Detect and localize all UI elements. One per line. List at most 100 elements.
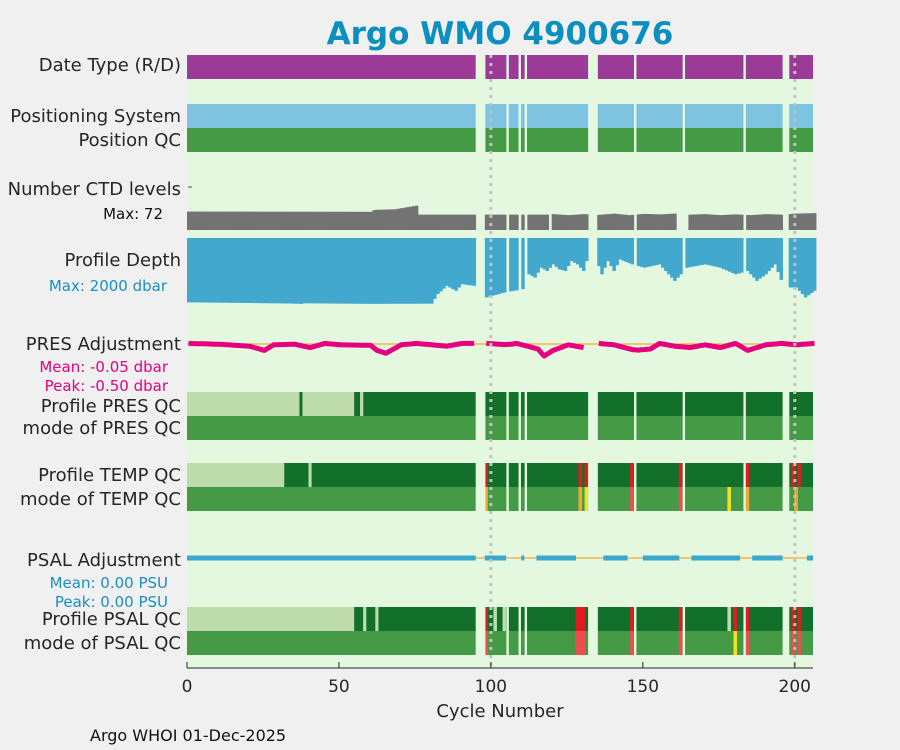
profile-depth-bar — [427, 238, 431, 304]
profile-psal-qc-gap — [475, 607, 480, 631]
profile-depth-bar — [606, 238, 610, 262]
profile-depth-bar — [645, 238, 650, 268]
profile-depth-bar — [554, 238, 559, 267]
ctd-levels-bar — [776, 214, 780, 230]
profile-depth-bar — [773, 238, 777, 265]
mode-temp-qc-gap — [634, 487, 637, 511]
profile-depth-bar — [214, 238, 218, 303]
ctd-levels-bar — [281, 211, 285, 230]
profile-temp-qc-gap — [478, 463, 483, 487]
position-qc-gap — [524, 128, 528, 152]
profile-temp-qc-gap — [785, 463, 790, 487]
profile-depth-bar — [749, 238, 753, 275]
date-type-gap — [524, 55, 528, 79]
mode-psal-qc-flag — [581, 631, 586, 655]
ctd-levels-bar — [560, 214, 565, 230]
profile-temp-qc-gap — [634, 463, 637, 487]
ctd-levels-bar — [320, 211, 325, 230]
ctd-levels-bar — [442, 214, 446, 230]
profile-depth-band — [187, 238, 817, 304]
profile-psal-qc-flag — [733, 607, 738, 631]
profile-depth-bar — [776, 238, 780, 273]
profile-depth-bar — [569, 238, 574, 262]
row-label: mode of PSAL QC — [24, 633, 181, 654]
profile-depth-bar — [627, 238, 632, 264]
profile-depth-bar — [724, 238, 729, 271]
mode-temp-qc-gap — [682, 487, 686, 511]
profile-pres-qc-gap — [591, 392, 595, 416]
profile-depth-bar — [332, 238, 337, 304]
row-label: mode of PRES QC — [23, 418, 181, 439]
profile-depth-bar — [585, 238, 589, 262]
profile-depth-bar — [266, 238, 270, 304]
profile-temp-qc-flag — [797, 463, 801, 487]
mode-psal-qc-gap — [591, 631, 595, 655]
row-annotation: Peak: -0.50 dbar — [45, 377, 169, 395]
profile-depth-bar — [223, 238, 227, 303]
mode-temp-qc-flag — [794, 487, 798, 511]
ctd-levels-bar — [575, 214, 580, 230]
ctd-levels-bar — [420, 214, 425, 230]
mode-psal-qc-flag — [578, 631, 583, 655]
x-tick-label: 200 — [779, 677, 811, 697]
ctd-levels-bar — [229, 211, 233, 230]
ctd-levels-bar — [727, 214, 732, 230]
mode-pres-qc-gap — [743, 416, 746, 440]
profile-depth-bar — [299, 238, 303, 304]
ctd-levels-bar — [654, 214, 659, 230]
ctd-levels-bar — [202, 211, 206, 230]
ctd-levels-bar — [363, 211, 367, 230]
ctd-levels-bar — [335, 211, 340, 230]
row-label-layer: Date Type (R/D) Positioning System Positio… — [8, 55, 192, 654]
mode-temp-qc-gap — [785, 487, 790, 511]
profile-psal-qc-gap — [588, 607, 592, 631]
profile-depth-bar — [545, 238, 550, 271]
ctd-levels-bar — [721, 214, 726, 230]
ctd-levels-bar — [493, 214, 498, 230]
date-type-gap — [785, 55, 790, 79]
mode-psal-qc-gap — [785, 631, 790, 655]
profile-depth-bar — [338, 238, 343, 304]
profile-depth-bar — [712, 238, 717, 267]
ctd-levels-bar — [275, 211, 279, 230]
profile-depth-bar — [393, 238, 398, 304]
ctd-levels-bar — [466, 214, 471, 230]
date-type-band-base — [187, 55, 813, 79]
row-label: PRES Adjustment — [26, 334, 181, 355]
ctd-levels-bar — [572, 214, 577, 230]
ctd-levels-bar — [326, 211, 331, 230]
profile-pres-qc-gap — [682, 392, 686, 416]
ctd-levels-bar — [642, 213, 647, 230]
profile-psal-qc-gap — [481, 607, 486, 631]
profile-depth-bar — [563, 238, 568, 271]
profile-depth-bar — [259, 238, 264, 304]
ctd-levels-bar — [314, 211, 319, 230]
ctd-levels-bar — [250, 211, 255, 230]
ctd-levels-bar — [232, 211, 237, 230]
ctd-levels-bar — [196, 211, 200, 230]
mode-psal-qc-flag — [733, 631, 738, 655]
profile-depth-bar — [730, 238, 735, 273]
ctd-levels-bar — [724, 214, 729, 230]
profile-depth-bar — [366, 238, 370, 304]
positioning-system-gap — [478, 104, 483, 128]
profile-depth-bar — [600, 238, 604, 275]
date-type-gap — [782, 55, 787, 79]
ctd-levels-bar — [244, 211, 249, 230]
ctd-levels-bar — [800, 213, 805, 230]
positioning-system-gap — [785, 104, 790, 128]
ctd-levels-bar — [427, 214, 431, 230]
row-label: Profile PSAL QC — [42, 609, 181, 630]
ctd-levels-bar — [718, 215, 723, 230]
mode-temp-qc-band — [187, 487, 813, 511]
ctd-levels-bar — [752, 214, 756, 230]
profile-psal-qc-gap — [524, 607, 528, 631]
ctd-levels-bar — [296, 211, 300, 230]
profile-depth-bar — [472, 238, 477, 286]
ctd-levels-bar — [615, 213, 619, 230]
ctd-levels-bar — [788, 214, 793, 230]
profile-depth-bar — [348, 238, 352, 304]
mode-pres-qc-gap — [478, 416, 483, 440]
profile-psal-qc-segment — [375, 607, 379, 631]
mode-pres-qc-band-base — [187, 416, 813, 440]
